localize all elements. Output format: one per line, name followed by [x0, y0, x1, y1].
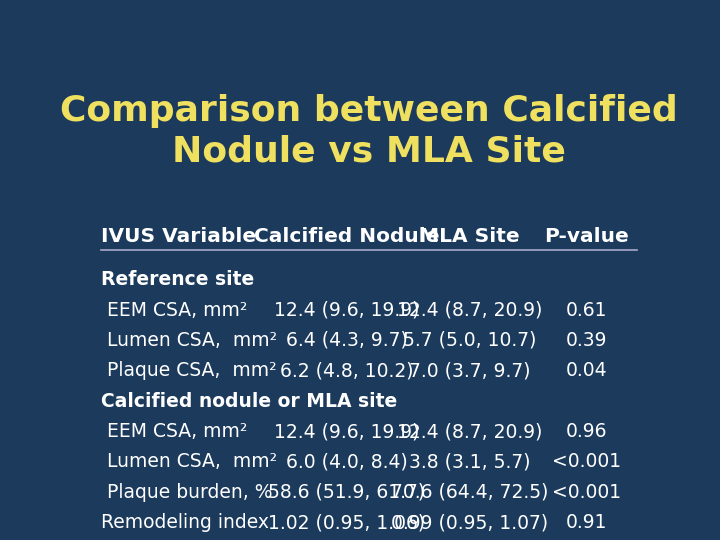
Text: Reference site: Reference site	[101, 270, 254, 289]
Text: <0.001: <0.001	[552, 453, 621, 471]
Text: 0.96: 0.96	[566, 422, 608, 441]
Text: Plaque CSA,  mm²: Plaque CSA, mm²	[101, 361, 276, 380]
Text: Remodeling index: Remodeling index	[101, 513, 269, 532]
Text: 7.0 (3.7, 9.7): 7.0 (3.7, 9.7)	[409, 361, 530, 380]
Text: 6.4 (4.3, 9.7): 6.4 (4.3, 9.7)	[286, 331, 408, 350]
Text: Plaque burden, %: Plaque burden, %	[101, 483, 273, 502]
Text: EEM CSA, mm²: EEM CSA, mm²	[101, 301, 248, 320]
Text: 6.0 (4.0, 8.4): 6.0 (4.0, 8.4)	[286, 453, 408, 471]
Text: 0.39: 0.39	[566, 331, 608, 350]
Text: 12.4 (9.6, 19.9): 12.4 (9.6, 19.9)	[274, 301, 419, 320]
Text: 1.02 (0.95, 1.06): 1.02 (0.95, 1.06)	[268, 513, 426, 532]
Text: 12.4 (8.7, 20.9): 12.4 (8.7, 20.9)	[397, 422, 542, 441]
Text: 12.4 (8.7, 20.9): 12.4 (8.7, 20.9)	[397, 301, 542, 320]
Text: Lumen CSA,  mm²: Lumen CSA, mm²	[101, 331, 277, 350]
Text: 0.04: 0.04	[566, 361, 608, 380]
Text: 0.61: 0.61	[566, 301, 608, 320]
Text: 58.6 (51.9, 61.7): 58.6 (51.9, 61.7)	[268, 483, 426, 502]
Text: 0.91: 0.91	[566, 513, 608, 532]
Text: 6.2 (4.8, 10.2): 6.2 (4.8, 10.2)	[280, 361, 413, 380]
Text: IVUS Variable: IVUS Variable	[101, 227, 256, 246]
Text: 12.4 (9.6, 19.9): 12.4 (9.6, 19.9)	[274, 422, 419, 441]
Text: Comparison between Calcified
Nodule vs MLA Site: Comparison between Calcified Nodule vs M…	[60, 94, 678, 168]
Text: <0.001: <0.001	[552, 483, 621, 502]
Text: 3.8 (3.1, 5.7): 3.8 (3.1, 5.7)	[409, 453, 530, 471]
Text: P-value: P-value	[544, 227, 629, 246]
Text: 5.7 (5.0, 10.7): 5.7 (5.0, 10.7)	[402, 331, 536, 350]
Text: 0.99 (0.95, 1.07): 0.99 (0.95, 1.07)	[391, 513, 548, 532]
Text: Calcified nodule or MLA site: Calcified nodule or MLA site	[101, 392, 397, 411]
Text: Lumen CSA,  mm²: Lumen CSA, mm²	[101, 453, 277, 471]
Text: EEM CSA, mm²: EEM CSA, mm²	[101, 422, 248, 441]
Text: MLA Site: MLA Site	[419, 227, 520, 246]
Text: 70.6 (64.4, 72.5): 70.6 (64.4, 72.5)	[391, 483, 548, 502]
Text: Calcified Nodule: Calcified Nodule	[254, 227, 439, 246]
